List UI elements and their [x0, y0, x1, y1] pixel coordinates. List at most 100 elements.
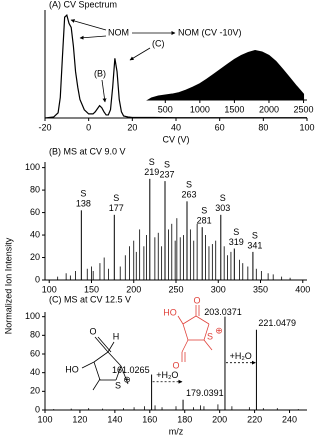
x-tick-label: 250 — [168, 284, 183, 294]
y-tick-label: 0 — [35, 404, 40, 414]
y-tick-label: 80 — [30, 330, 40, 340]
bond — [115, 365, 122, 381]
atom-label: S — [115, 380, 121, 390]
peak-label: 237 — [159, 169, 174, 179]
x-tick-label: 400 — [295, 284, 310, 294]
bond — [92, 378, 101, 391]
atom-label: O — [193, 295, 200, 305]
x-tick-label: 20 — [127, 122, 137, 132]
x-tick-label: 180 — [177, 414, 192, 424]
mass-envelope — [146, 49, 305, 101]
y-tick-label: 60 — [30, 207, 40, 217]
bond — [94, 336, 109, 353]
bond — [195, 315, 210, 325]
arrow — [129, 47, 151, 61]
y-tick-label: 40 — [30, 367, 40, 377]
bond — [182, 323, 189, 341]
annotation: (C) — [152, 38, 165, 48]
bond — [182, 315, 197, 325]
atom-label: S — [207, 331, 213, 341]
x-tick-label: 150 — [84, 284, 99, 294]
x-tick-label: 80 — [258, 122, 268, 132]
peak-label: 303 — [215, 203, 230, 213]
x-tick-label: 1000 — [190, 104, 210, 114]
peak-tag: S — [80, 189, 86, 199]
atom-label: ⊕ — [123, 374, 131, 384]
x-tick-label: 100 — [42, 284, 57, 294]
x-tick-label: 1500 — [224, 104, 244, 114]
y-tick-label: 60 — [30, 348, 40, 358]
x-tick-label: 2000 — [259, 104, 279, 114]
atom-label: O — [89, 326, 96, 336]
x-axis-label: CV (V) — [163, 134, 190, 144]
panel-title: (B) MS at CV 9.0 V — [49, 146, 126, 156]
arrow — [70, 19, 107, 31]
x-tick-label: 200 — [212, 414, 227, 424]
peak-label: 319 — [229, 237, 244, 247]
bond — [107, 351, 122, 367]
x-axis-label: m/z — [169, 426, 184, 436]
x-tick-label: -20 — [38, 122, 51, 132]
cv-curve — [44, 14, 307, 119]
x-tick-label: 60 — [215, 122, 225, 132]
peak-tag: S — [252, 230, 258, 240]
bond — [181, 339, 189, 353]
peak-tag: S — [164, 159, 170, 169]
atom-label: H — [113, 331, 120, 341]
peak-label: 219 — [144, 167, 159, 177]
arrow — [101, 79, 107, 103]
annotation: +H₂O — [156, 370, 178, 380]
bond — [93, 361, 101, 381]
bond — [120, 365, 129, 385]
bond — [203, 339, 213, 351]
peak-tag: S — [233, 227, 239, 237]
y-axis-label: Normalized Ion Intensity — [3, 237, 13, 334]
annotation: (B) — [94, 68, 106, 78]
annotation: NOM — [108, 27, 129, 37]
bond — [93, 351, 109, 363]
panel-title: (C) MS at CV 12.5 V — [49, 294, 131, 304]
peak-label: 263 — [181, 190, 196, 200]
arrow — [79, 35, 107, 40]
atom-label: ⊕ — [215, 325, 223, 335]
peak-tag: S — [149, 157, 155, 167]
peak-tag: S — [186, 180, 192, 190]
bond — [81, 361, 95, 369]
peak-tag: S — [113, 193, 119, 203]
x-tick-label: 350 — [253, 284, 268, 294]
y-tick-label: 80 — [30, 184, 40, 194]
x-tick-label: 160 — [142, 414, 157, 424]
y-tick-label: 20 — [30, 252, 40, 262]
atom-label: HO — [65, 364, 79, 374]
bond — [177, 315, 184, 325]
x-tick-label: 40 — [171, 122, 181, 132]
x-tick-label: 240 — [282, 414, 297, 424]
x-tick-label: 100 — [37, 414, 52, 424]
x-tick-label: 140 — [107, 414, 122, 424]
peak-label: 203.0371 — [204, 307, 242, 317]
peak-tag: S — [220, 193, 226, 203]
peak-tag: S — [201, 206, 207, 216]
annotation: +H₂O — [230, 351, 252, 361]
atom-label: HO — [163, 307, 177, 317]
peak-label: 341 — [247, 240, 262, 250]
peak-label: 221.0479 — [258, 318, 296, 328]
panel-title: (A) CV Spectrum — [49, 0, 117, 9]
y-tick-label: 100 — [25, 311, 40, 321]
y-tick-label: 100 — [25, 162, 40, 172]
peak-label: 179.0391 — [186, 388, 224, 398]
peak-label: 177 — [109, 203, 124, 213]
bond — [203, 323, 210, 341]
x-tick-label: 220 — [247, 414, 262, 424]
bond — [97, 336, 112, 353]
annotation: NOM (CV -10V) — [178, 27, 242, 37]
x-tick-label: 100 — [299, 122, 314, 132]
x-tick-label: 2500 — [294, 104, 314, 114]
x-tick-label: 200 — [126, 284, 141, 294]
x-tick-label: 300 — [211, 284, 226, 294]
y-tick-label: 0 — [35, 274, 40, 284]
bond — [107, 341, 115, 353]
atom-label: O — [172, 360, 179, 370]
x-tick-label: 500 — [158, 104, 173, 114]
